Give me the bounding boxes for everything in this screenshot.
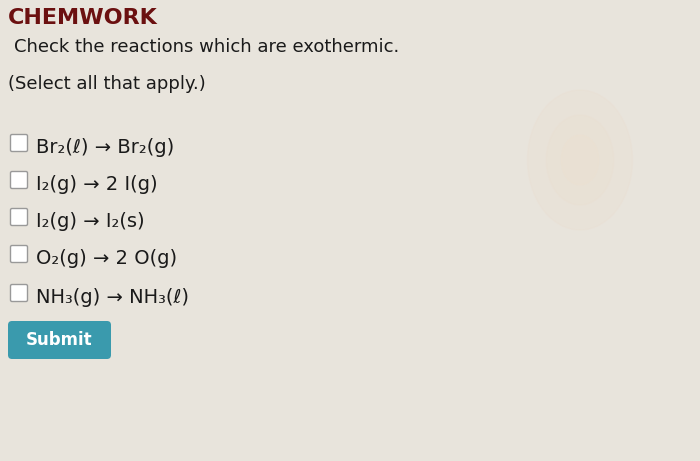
Ellipse shape [528, 90, 633, 230]
FancyBboxPatch shape [8, 321, 111, 359]
FancyBboxPatch shape [10, 135, 27, 152]
FancyBboxPatch shape [10, 246, 27, 262]
Text: O₂(g) → 2 O(g): O₂(g) → 2 O(g) [36, 249, 177, 268]
Text: NH₃(g) → NH₃(ℓ): NH₃(g) → NH₃(ℓ) [36, 288, 189, 307]
FancyBboxPatch shape [10, 208, 27, 225]
FancyBboxPatch shape [10, 284, 27, 301]
Text: Br₂(ℓ) → Br₂(g): Br₂(ℓ) → Br₂(g) [36, 138, 174, 157]
Text: CHEMWORK: CHEMWORK [8, 8, 157, 28]
Text: (Select all that apply.): (Select all that apply.) [8, 75, 206, 93]
Ellipse shape [561, 135, 598, 185]
Text: I₂(g) → 2 I(g): I₂(g) → 2 I(g) [36, 175, 158, 194]
FancyBboxPatch shape [10, 171, 27, 189]
Ellipse shape [546, 115, 614, 205]
Text: I₂(g) → I₂(s): I₂(g) → I₂(s) [36, 212, 145, 231]
Text: Check the reactions which are exothermic.: Check the reactions which are exothermic… [14, 38, 399, 56]
Text: Submit: Submit [26, 331, 93, 349]
